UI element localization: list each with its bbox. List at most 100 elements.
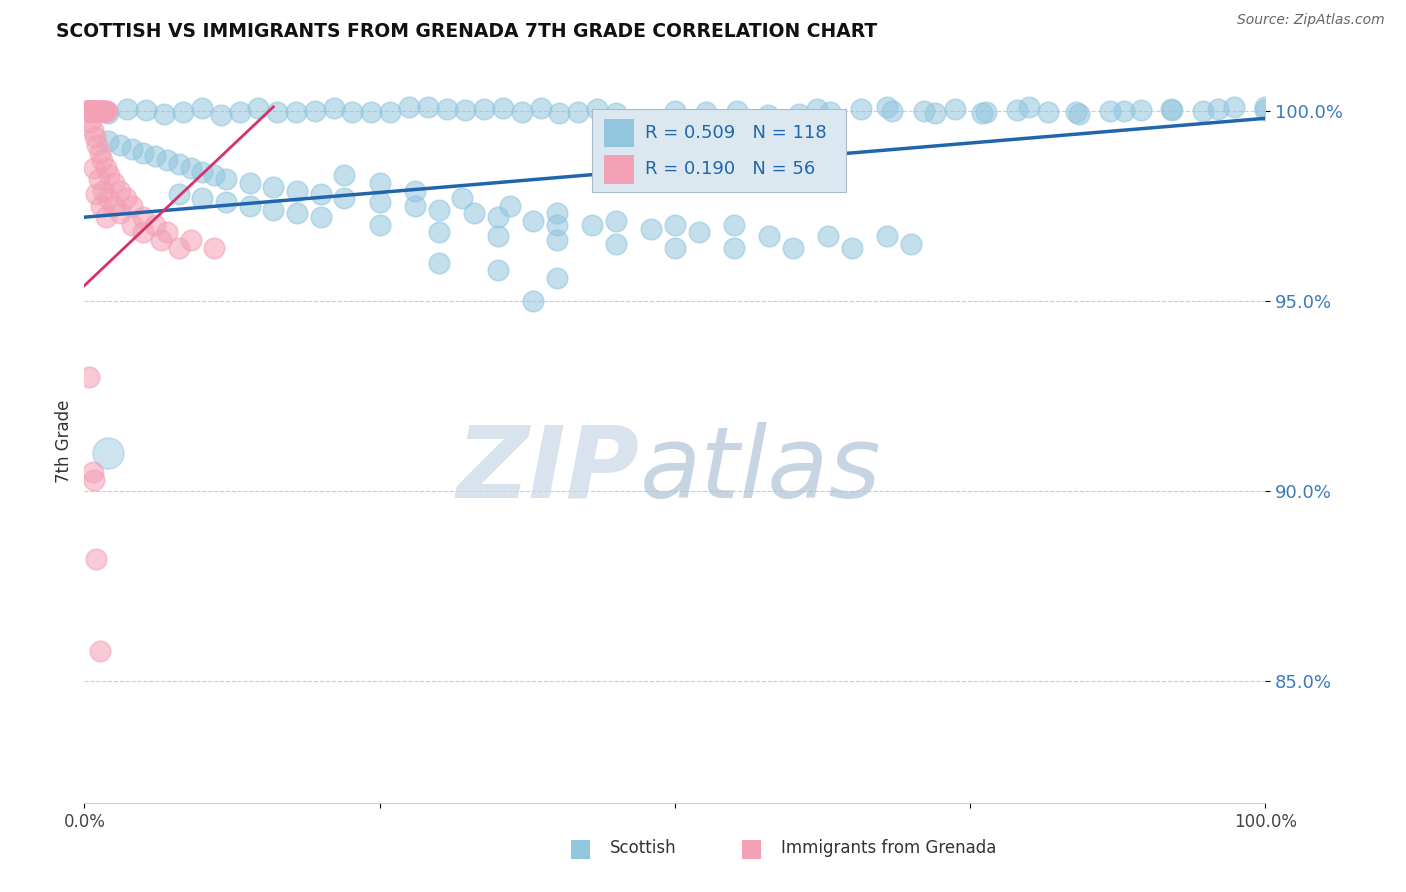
Point bbox=[239, 176, 262, 190]
Point bbox=[1066, 105, 1088, 120]
Point bbox=[84, 103, 107, 118]
Point bbox=[191, 191, 214, 205]
Point bbox=[368, 194, 391, 209]
Point bbox=[172, 104, 194, 119]
Point bbox=[851, 102, 873, 116]
Point bbox=[368, 176, 391, 190]
Point bbox=[581, 218, 603, 232]
Point bbox=[1254, 100, 1277, 114]
Point bbox=[98, 169, 121, 183]
Point bbox=[368, 218, 391, 232]
Point bbox=[427, 256, 450, 270]
Point bbox=[156, 226, 179, 240]
Point bbox=[114, 191, 136, 205]
Point bbox=[89, 643, 111, 657]
Point bbox=[529, 102, 551, 116]
Point bbox=[1018, 100, 1040, 114]
Point bbox=[723, 218, 745, 232]
Point bbox=[451, 191, 474, 205]
Point bbox=[1005, 103, 1028, 118]
Point bbox=[202, 169, 225, 183]
Point bbox=[83, 103, 105, 118]
Point bbox=[427, 202, 450, 217]
Point bbox=[546, 218, 568, 232]
Point bbox=[108, 137, 131, 152]
Point bbox=[498, 199, 520, 213]
Point bbox=[285, 184, 308, 198]
Point bbox=[522, 214, 544, 228]
Point bbox=[103, 176, 125, 190]
Point bbox=[723, 241, 745, 255]
Point bbox=[82, 103, 104, 118]
Point bbox=[309, 187, 332, 202]
Point bbox=[1067, 107, 1090, 121]
Text: R = 0.190   N = 56: R = 0.190 N = 56 bbox=[645, 161, 815, 178]
Y-axis label: 7th Grade: 7th Grade bbox=[55, 400, 73, 483]
Point bbox=[108, 184, 131, 198]
Point bbox=[143, 149, 166, 163]
Point bbox=[262, 179, 284, 194]
Point bbox=[806, 102, 828, 116]
Point bbox=[695, 105, 717, 120]
Point bbox=[180, 233, 202, 247]
Point bbox=[202, 241, 225, 255]
Point bbox=[876, 229, 898, 244]
Point bbox=[91, 153, 114, 168]
Point bbox=[472, 103, 495, 117]
Point bbox=[492, 101, 515, 115]
Bar bbox=[605, 119, 634, 147]
Point bbox=[79, 115, 101, 129]
Point bbox=[121, 218, 143, 232]
Point bbox=[309, 210, 332, 224]
Point bbox=[108, 206, 131, 220]
Point bbox=[817, 229, 839, 244]
Point bbox=[215, 172, 238, 186]
Point bbox=[91, 103, 114, 118]
Point bbox=[605, 236, 627, 251]
Point bbox=[91, 184, 114, 198]
Point bbox=[522, 293, 544, 308]
Point bbox=[378, 104, 401, 119]
Point bbox=[97, 105, 120, 120]
Point bbox=[333, 191, 356, 205]
Point bbox=[758, 229, 780, 244]
Point bbox=[191, 101, 214, 115]
Point bbox=[900, 236, 922, 251]
Point bbox=[239, 199, 262, 213]
Text: Scottish: Scottish bbox=[610, 838, 676, 856]
Point bbox=[436, 102, 458, 116]
Point bbox=[360, 104, 382, 119]
Point bbox=[882, 103, 904, 118]
Point bbox=[285, 206, 308, 220]
Point bbox=[841, 241, 863, 255]
Point bbox=[153, 106, 176, 120]
Point bbox=[1098, 104, 1121, 119]
Point bbox=[77, 103, 100, 118]
Point bbox=[86, 103, 108, 118]
Point bbox=[970, 105, 993, 120]
Point bbox=[266, 105, 288, 120]
Point bbox=[167, 157, 190, 171]
Point bbox=[416, 100, 439, 114]
Point bbox=[77, 370, 100, 384]
Text: atlas: atlas bbox=[640, 422, 882, 519]
Point bbox=[79, 103, 101, 118]
Point bbox=[304, 103, 326, 118]
Point bbox=[756, 107, 779, 121]
Point bbox=[454, 103, 477, 117]
Point bbox=[924, 106, 946, 120]
Point bbox=[75, 103, 97, 118]
Point bbox=[688, 226, 710, 240]
Point bbox=[143, 218, 166, 232]
Point bbox=[787, 107, 810, 121]
Point bbox=[156, 153, 179, 168]
Point bbox=[782, 241, 804, 255]
Text: Source: ZipAtlas.com: Source: ZipAtlas.com bbox=[1237, 13, 1385, 28]
Point bbox=[87, 103, 110, 118]
Point bbox=[94, 103, 117, 118]
Point bbox=[191, 164, 214, 178]
Point bbox=[97, 446, 120, 460]
Point bbox=[974, 105, 997, 120]
Point bbox=[90, 199, 112, 213]
Point bbox=[1130, 103, 1153, 117]
